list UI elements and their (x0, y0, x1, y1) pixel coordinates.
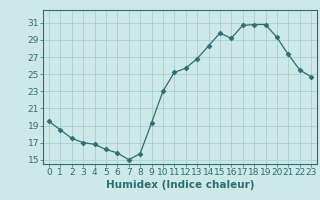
X-axis label: Humidex (Indice chaleur): Humidex (Indice chaleur) (106, 180, 254, 190)
